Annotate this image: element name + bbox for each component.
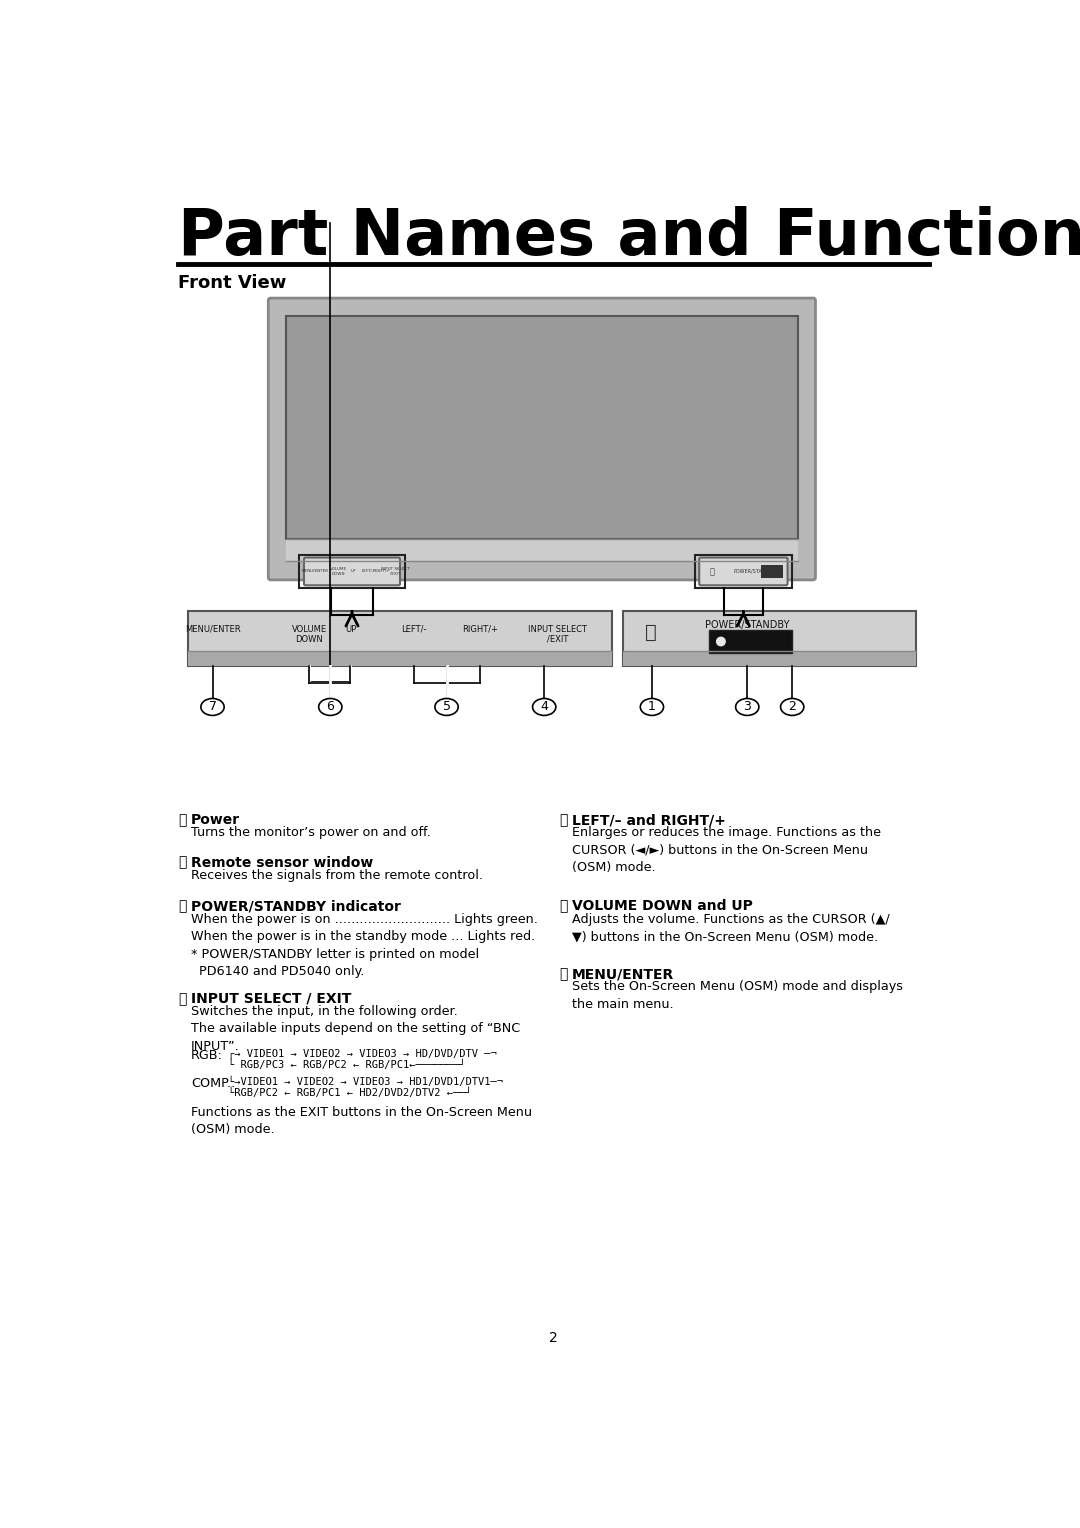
Text: VOLUME
DOWN: VOLUME DOWN [292, 625, 327, 643]
Text: Functions as the EXIT buttons in the On-Screen Menu
(OSM) mode.: Functions as the EXIT buttons in the On-… [191, 1106, 531, 1137]
Text: ⏻: ⏻ [645, 623, 657, 642]
Text: ①: ① [178, 813, 187, 827]
Circle shape [717, 637, 725, 646]
Ellipse shape [435, 698, 458, 715]
Text: Turns the monitor’s power on and off.: Turns the monitor’s power on and off. [191, 827, 431, 839]
Bar [188, 611, 612, 666]
Ellipse shape [532, 698, 556, 715]
Text: POWER/STANDBY indicator: POWER/STANDBY indicator [191, 900, 401, 914]
Text: 6: 6 [326, 700, 334, 714]
Text: └ RGB/PC3 ← RGB/PC2 ← RGB/PC1←───────┘: └ RGB/PC3 ← RGB/PC2 ← RGB/PC1←───────┘ [228, 1059, 465, 1070]
Bar [623, 651, 916, 666]
Text: └→VIDEO1 → VIDEO2 → VIDEO3 → HD1/DVD1/DTV1─¬: └→VIDEO1 → VIDEO2 → VIDEO3 → HD1/DVD1/DT… [228, 1077, 503, 1086]
Bar [708, 630, 793, 652]
Text: POWER/STANDBY: POWER/STANDBY [705, 620, 789, 630]
FancyBboxPatch shape [699, 558, 787, 585]
Text: RIGHT/+: RIGHT/+ [373, 570, 390, 573]
Bar [694, 555, 793, 588]
Text: Remote sensor window: Remote sensor window [191, 856, 373, 869]
Ellipse shape [640, 698, 663, 715]
Text: UP: UP [351, 570, 356, 573]
Text: INPUT SELECT / EXIT: INPUT SELECT / EXIT [191, 992, 351, 1005]
Text: 1: 1 [648, 700, 656, 714]
Bar [286, 316, 798, 539]
Text: MENU/ENTER: MENU/ENTER [572, 967, 674, 981]
Text: RIGHT/+: RIGHT/+ [462, 625, 498, 634]
Text: ⑥: ⑥ [559, 900, 568, 914]
Text: When the power is on ............................ Lights green.
When the power i: When the power is on ...................… [191, 912, 538, 978]
Text: Adjusts the volume. Functions as the CURSOR (▲/
▼) buttons in the On-Screen Menu: Adjusts the volume. Functions as the CUR… [572, 912, 890, 943]
Text: 4: 4 [540, 700, 549, 714]
Text: ⑦: ⑦ [559, 967, 568, 981]
Bar [299, 555, 405, 588]
Ellipse shape [781, 698, 804, 715]
FancyBboxPatch shape [303, 558, 400, 585]
Text: RGB:: RGB: [191, 1048, 222, 1062]
Text: 2: 2 [788, 700, 796, 714]
Text: Power: Power [191, 813, 240, 827]
Text: Receives the signals from the remote control.: Receives the signals from the remote con… [191, 868, 483, 882]
Text: UP: UP [345, 625, 356, 634]
Text: 3: 3 [743, 700, 752, 714]
Text: ⏻: ⏻ [710, 567, 714, 576]
Text: ┌→ VIDEO1 → VIDEO2 → VIDEO3 → HD/DVD/DTV ─¬: ┌→ VIDEO1 → VIDEO2 → VIDEO3 → HD/DVD/DTV… [228, 1048, 497, 1059]
Ellipse shape [201, 698, 225, 715]
Text: LEFT/-: LEFT/- [402, 625, 427, 634]
Bar [286, 539, 798, 561]
Text: VOLUME DOWN and UP: VOLUME DOWN and UP [572, 900, 753, 914]
Text: 5: 5 [443, 700, 450, 714]
Text: Front View: Front View [178, 274, 287, 292]
Text: INPUT SELECT
/EXIT: INPUT SELECT /EXIT [381, 567, 409, 576]
Text: LEFT/– and RIGHT/+: LEFT/– and RIGHT/+ [572, 813, 726, 827]
Ellipse shape [735, 698, 759, 715]
Text: LEFT/-: LEFT/- [361, 570, 374, 573]
Text: COMP.:: COMP.: [191, 1077, 235, 1089]
Text: 2: 2 [549, 1331, 558, 1345]
Text: ④: ④ [178, 992, 187, 1005]
Text: 7: 7 [208, 700, 216, 714]
Text: INPUT SELECT
/EXIT: INPUT SELECT /EXIT [528, 625, 586, 643]
Ellipse shape [319, 698, 342, 715]
Text: Part Names and Function: Part Names and Function [178, 206, 1080, 269]
Text: VOLUME
DOWN: VOLUME DOWN [329, 567, 347, 576]
Bar [623, 611, 916, 666]
Text: Sets the On-Screen Menu (OSM) mode and displays
the main menu.: Sets the On-Screen Menu (OSM) mode and d… [572, 981, 903, 1012]
Text: ③: ③ [178, 900, 187, 914]
Text: Enlarges or reduces the image. Functions as the
CURSOR (◄/►) buttons in the On-S: Enlarges or reduces the image. Functions… [572, 827, 881, 874]
Bar [188, 651, 612, 666]
Text: ②: ② [178, 856, 187, 869]
Text: MENU/ENTER: MENU/ENTER [185, 625, 241, 634]
Text: └RGB/PC2 ← RGB/PC1 ← HD2/DVD2/DTV2 ←──┘: └RGB/PC2 ← RGB/PC1 ← HD2/DVD2/DTV2 ←──┘ [228, 1088, 472, 1097]
Text: MENU/ENTER: MENU/ENTER [301, 570, 328, 573]
Bar [761, 565, 783, 578]
Text: Switches the input, in the following order.
The available inputs depend on the s: Switches the input, in the following ord… [191, 1005, 521, 1053]
Text: POWER/STANDBY: POWER/STANDBY [733, 568, 777, 575]
FancyBboxPatch shape [268, 298, 815, 581]
Text: ⑤: ⑤ [559, 813, 568, 827]
